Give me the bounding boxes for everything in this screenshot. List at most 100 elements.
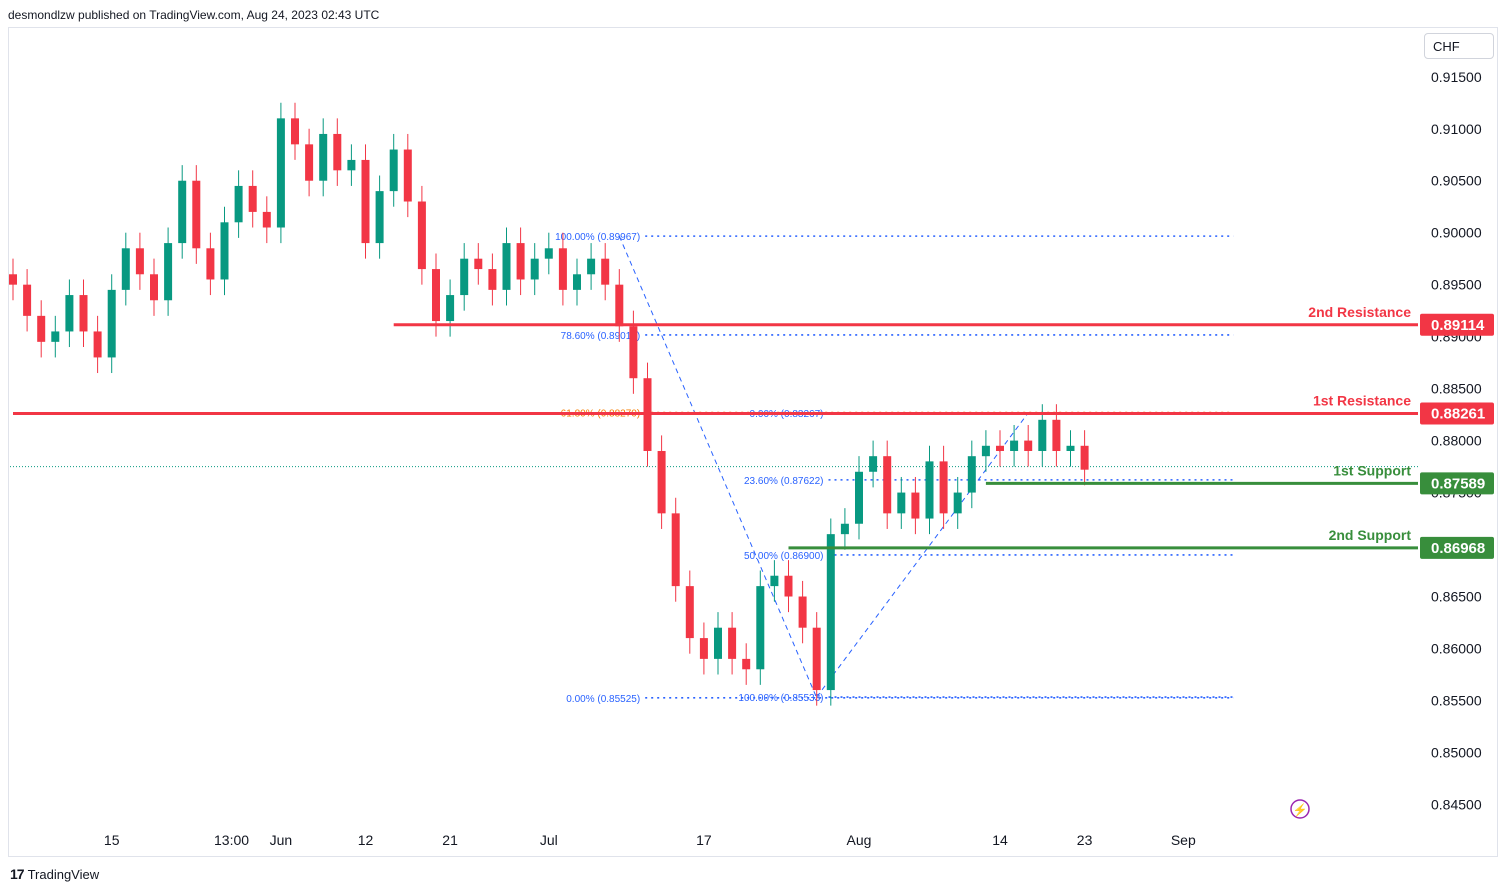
candle-body bbox=[714, 627, 722, 659]
candle-body bbox=[9, 274, 17, 285]
candle-body bbox=[150, 274, 158, 301]
level-name: 2nd Support bbox=[1329, 527, 1412, 543]
candle-body bbox=[883, 456, 892, 514]
candle-body bbox=[770, 575, 779, 587]
candle-body bbox=[685, 586, 694, 639]
price-tag-label: 0.86968 bbox=[1431, 540, 1485, 557]
candle-body bbox=[897, 492, 906, 514]
candle-body bbox=[333, 133, 342, 171]
candle-body bbox=[967, 456, 976, 493]
x-tick-label: Jul bbox=[540, 832, 558, 848]
x-tick-label: Sep bbox=[1171, 832, 1196, 848]
tradingview-footer[interactable]: 17 TradingView bbox=[10, 866, 99, 882]
price-tag bbox=[1420, 472, 1494, 495]
flash-icon-glyph: ⚡ bbox=[1293, 803, 1308, 817]
y-tick-label: 0.89500 bbox=[1431, 277, 1482, 293]
candle-body bbox=[375, 191, 384, 244]
publisher-info: desmondlzw published on TradingView.com,… bbox=[8, 8, 380, 22]
candle-body bbox=[812, 627, 821, 691]
y-tick-label: 0.86500 bbox=[1431, 589, 1482, 605]
candle-body bbox=[79, 295, 88, 332]
candle-body bbox=[121, 248, 130, 290]
candle-body bbox=[939, 461, 948, 514]
candle-body bbox=[361, 159, 370, 244]
candle-body bbox=[262, 211, 271, 228]
fib-level-label: 0.00% (0.85525) bbox=[566, 694, 640, 705]
y-tick-label: 0.86000 bbox=[1431, 640, 1482, 656]
x-tick-label: Jun bbox=[270, 832, 293, 848]
candle-body bbox=[403, 149, 412, 202]
tradingview-logo-icon: 17 bbox=[10, 866, 25, 882]
fib-level-label: 100.00% (0.89967) bbox=[555, 232, 640, 243]
candle-body bbox=[657, 450, 666, 514]
x-tick-label: 17 bbox=[696, 832, 712, 848]
candle-body bbox=[417, 201, 426, 270]
candle-body bbox=[1024, 440, 1033, 451]
candle-body bbox=[178, 180, 187, 244]
candle-body bbox=[953, 492, 962, 514]
candle-body bbox=[135, 248, 144, 275]
candle-body bbox=[840, 523, 849, 535]
candle-body bbox=[192, 180, 201, 249]
candle-body bbox=[615, 284, 624, 327]
candle-body bbox=[855, 471, 863, 524]
candle-body bbox=[601, 258, 610, 285]
x-tick-label: 14 bbox=[992, 832, 1008, 848]
y-tick-label: 0.90500 bbox=[1431, 173, 1482, 189]
candle-body bbox=[432, 269, 440, 322]
x-tick-label: Aug bbox=[847, 832, 872, 848]
x-tick-label: 13:00 bbox=[214, 832, 249, 848]
candle-body bbox=[37, 315, 46, 342]
candle-body bbox=[587, 258, 596, 275]
candle-body bbox=[248, 185, 257, 212]
candle-body bbox=[460, 258, 469, 296]
fib-level-label: 50.00% (0.86900) bbox=[744, 551, 824, 562]
candle-body bbox=[728, 627, 737, 659]
y-tick-label: 0.88500 bbox=[1431, 381, 1482, 397]
candle-body bbox=[1038, 419, 1047, 451]
candle-body bbox=[51, 331, 60, 342]
candle-body bbox=[544, 248, 553, 259]
fib-level-label: 23.60% (0.87622) bbox=[744, 476, 824, 487]
candle-body bbox=[826, 534, 835, 691]
price-tag-label: 0.89114 bbox=[1431, 317, 1485, 334]
y-tick-label: 0.85500 bbox=[1431, 692, 1482, 708]
candle-body bbox=[1010, 440, 1019, 451]
candle-body bbox=[446, 295, 455, 322]
y-tick-label: 0.90000 bbox=[1431, 225, 1482, 241]
x-tick-label: 15 bbox=[104, 832, 120, 848]
candle-body bbox=[220, 222, 229, 280]
candle-body bbox=[488, 269, 497, 290]
y-tick-label: 0.84500 bbox=[1431, 796, 1482, 812]
currency-button[interactable]: CHF bbox=[1424, 33, 1494, 59]
fib-level-label: 100.00% (0.85533) bbox=[738, 693, 823, 704]
candle-body bbox=[671, 513, 680, 587]
level-name: 1st Resistance bbox=[1313, 392, 1411, 408]
candle-body bbox=[1080, 445, 1089, 470]
fib-trend-line bbox=[618, 235, 818, 699]
candle-body bbox=[474, 258, 483, 270]
candle-body bbox=[305, 144, 314, 181]
candle-body bbox=[1052, 419, 1061, 451]
candle-body bbox=[65, 295, 74, 332]
candle-body bbox=[389, 149, 398, 192]
price-tag bbox=[1420, 536, 1494, 559]
candle-body bbox=[530, 258, 539, 280]
price-tag bbox=[1420, 402, 1494, 425]
candle-body bbox=[319, 133, 328, 181]
candle-body bbox=[699, 638, 708, 659]
candle-body bbox=[206, 248, 215, 280]
tradingview-brand: TradingView bbox=[27, 866, 100, 882]
candle-body bbox=[742, 658, 751, 670]
candle-body bbox=[1066, 445, 1075, 451]
y-tick-label: 0.88000 bbox=[1431, 433, 1482, 449]
candle-body bbox=[798, 596, 807, 628]
candle-body bbox=[869, 456, 878, 472]
x-tick-label: 21 bbox=[442, 832, 458, 848]
candle-body bbox=[558, 248, 567, 290]
candle-body bbox=[925, 461, 934, 519]
y-tick-label: 0.91000 bbox=[1431, 121, 1482, 137]
fib-level-label: 78.60% (0.89016) bbox=[561, 331, 641, 342]
level-name: 1st Support bbox=[1333, 462, 1411, 478]
